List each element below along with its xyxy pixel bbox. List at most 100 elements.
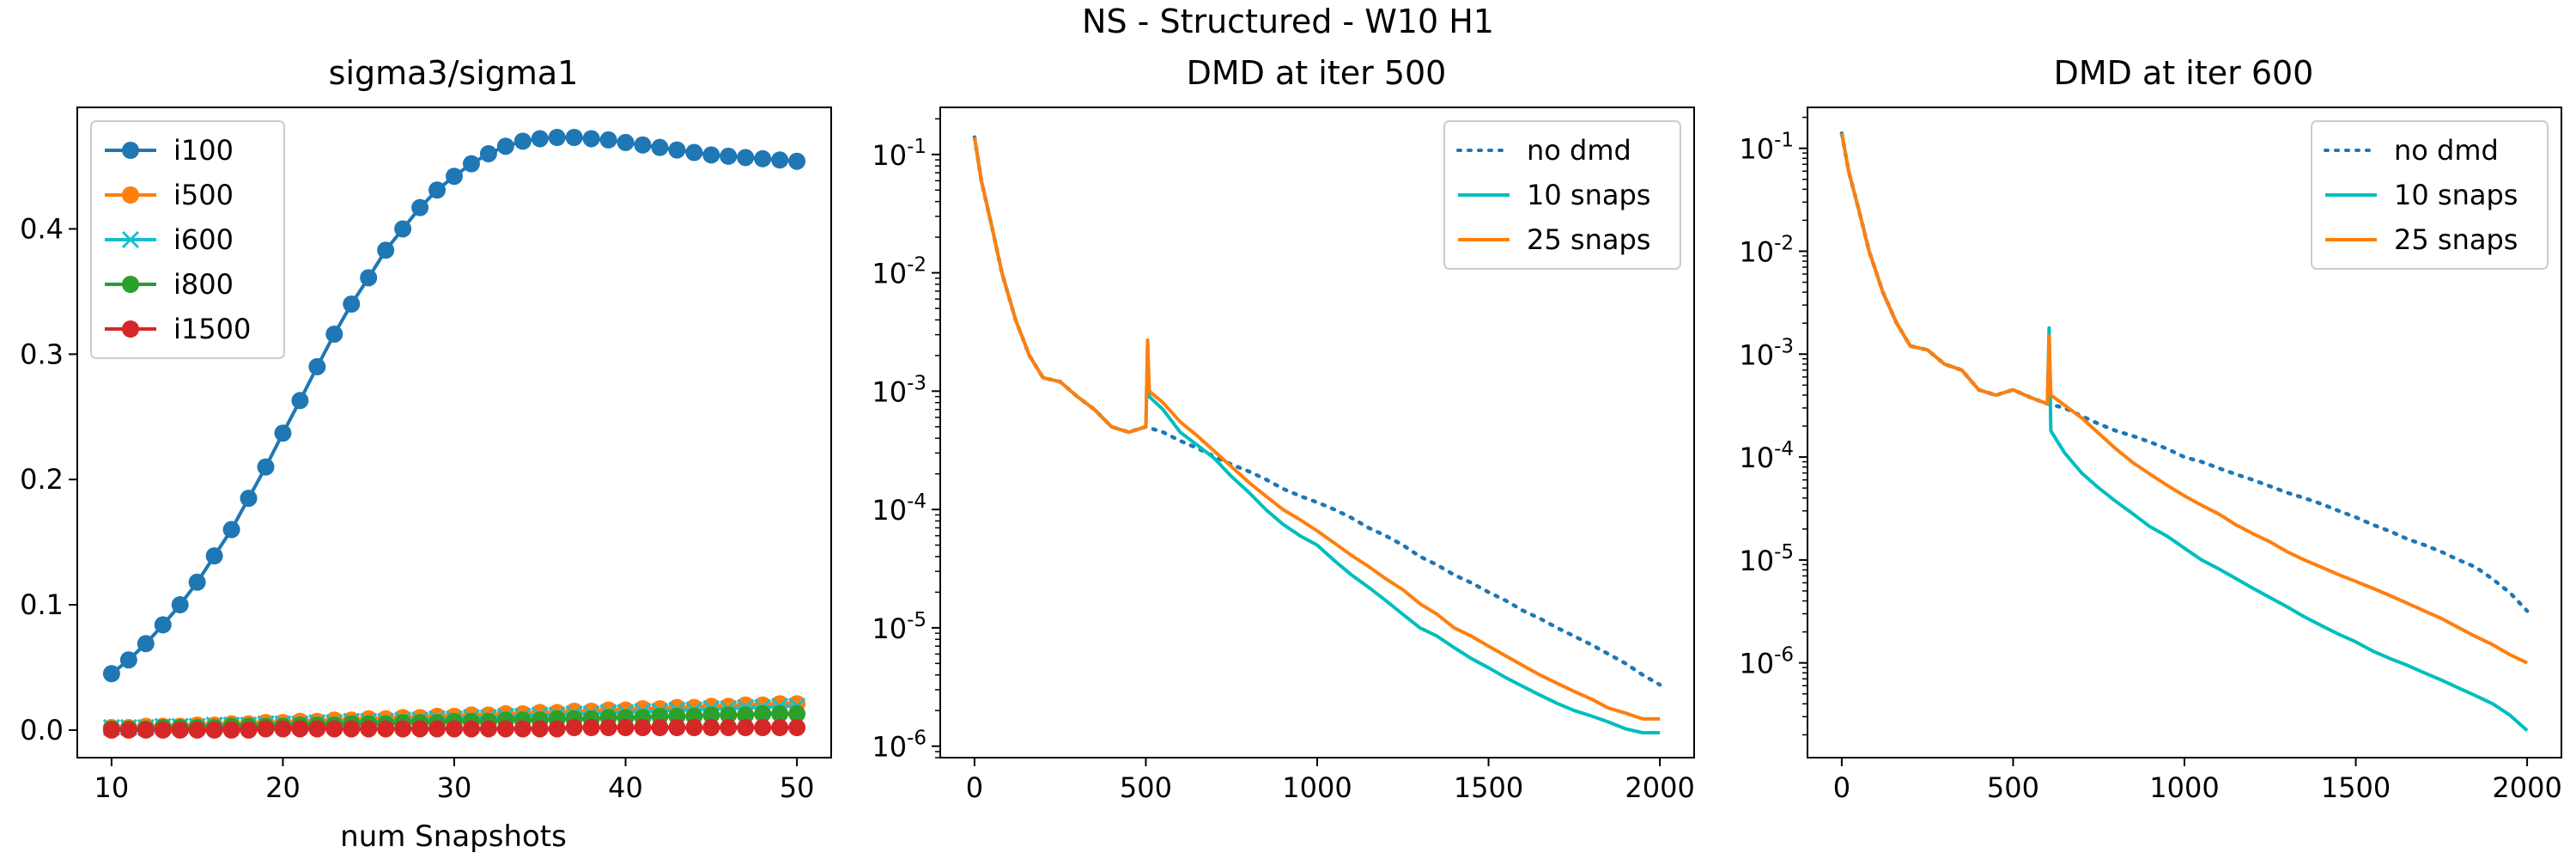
- data-point-i1500: [137, 721, 155, 739]
- data-point-i100: [582, 130, 600, 148]
- data-point-i100: [308, 357, 326, 375]
- legend-box: [90, 120, 285, 359]
- data-point-i1500: [668, 718, 686, 736]
- y-tick-label: 0.4: [20, 212, 64, 245]
- legend-label: i100: [173, 134, 234, 167]
- data-point-i1500: [394, 720, 412, 738]
- x-tick-label: 500: [1120, 771, 1172, 804]
- x-tick-label: 500: [1987, 771, 2039, 804]
- data-point-i1500: [274, 720, 292, 738]
- data-point-i800: [737, 706, 755, 724]
- data-point-i1500: [771, 718, 789, 736]
- data-point-i1500: [582, 718, 600, 736]
- legend-label: i500: [173, 179, 234, 211]
- data-point-i100: [394, 220, 412, 238]
- data-point-i1500: [428, 720, 447, 738]
- data-point-i1500: [308, 720, 326, 738]
- data-point-i1500: [754, 718, 772, 736]
- data-point-i1500: [377, 720, 395, 738]
- legend-label: i800: [173, 268, 234, 301]
- panel-title: DMD at iter 500: [1187, 54, 1447, 92]
- panel-title: sigma3/sigma1: [329, 54, 579, 92]
- y-tick-label: 10-4: [872, 490, 927, 527]
- data-point-i100: [360, 269, 378, 287]
- y-tick-label: 10-2: [1739, 232, 1794, 268]
- panel-title: DMD at iter 600: [2054, 54, 2314, 92]
- y-tick-label: 10-5: [872, 609, 927, 645]
- data-point-i1500: [479, 720, 497, 738]
- data-point-i100: [668, 141, 686, 159]
- data-point-i800: [754, 704, 772, 722]
- legend-marker: [122, 142, 139, 159]
- data-point-i1500: [188, 721, 206, 739]
- data-point-i100: [188, 573, 206, 591]
- data-point-i100: [291, 392, 309, 410]
- y-tick-label: 10-1: [872, 136, 927, 172]
- data-point-i1500: [102, 721, 120, 739]
- plot-area: 0 500 1000 1500 2000 10-1 10-2 10-3 10-4 10-5 10-6…: [872, 107, 1695, 804]
- data-point-i1500: [360, 720, 378, 738]
- data-point-i100: [702, 146, 720, 164]
- data-point-i800: [788, 704, 806, 722]
- data-point-i100: [205, 547, 223, 565]
- data-point-i100: [428, 181, 447, 199]
- data-point-i1500: [462, 720, 480, 738]
- data-point-i1500: [634, 718, 652, 736]
- panel-sigma-ratio: sigma3/sigma1 num Snapshots 10 20 30 40 50 0.…: [20, 54, 832, 854]
- data-point-i1500: [702, 718, 720, 736]
- data-point-i1500: [651, 718, 669, 736]
- legend-marker: [122, 320, 139, 338]
- data-point-i100: [737, 149, 755, 167]
- data-point-i100: [222, 521, 240, 539]
- data-point-i1500: [222, 721, 240, 739]
- x-tick-label: 1000: [2149, 771, 2219, 804]
- series-group: [1839, 131, 2530, 732]
- data-point-i100: [446, 168, 463, 186]
- legend-label: 10 snaps: [1527, 179, 1650, 211]
- data-point-i100: [154, 616, 172, 634]
- data-point-i1500: [257, 720, 275, 738]
- data-point-i100: [685, 143, 703, 161]
- panel-dmd-iter-500: DMD at iter 500 0 500 1000 1500 2000 10-1 10-2…: [872, 54, 1695, 804]
- y-tick-label: 0.1: [20, 588, 64, 621]
- legend: no dmd 10 snaps 25 snaps: [2311, 120, 2549, 270]
- figure-suptitle: NS - Structured - W10 H1: [1082, 3, 1494, 40]
- panel-dmd-iter-600: DMD at iter 600 0 500 1000 1500 2000 10-1 10-2…: [1739, 54, 2562, 804]
- data-point-i100: [325, 326, 343, 344]
- data-point-i100: [788, 152, 806, 170]
- legend-label: 25 snaps: [1527, 223, 1650, 256]
- legend-label: no dmd: [1527, 134, 1631, 167]
- legend-marker: [121, 230, 140, 249]
- x-tick-label: 2000: [1625, 771, 1694, 804]
- data-point-i1500: [240, 721, 258, 739]
- y-tick-label: 0.3: [20, 338, 64, 370]
- data-point-i100: [651, 138, 669, 156]
- legend-marker: [122, 186, 139, 204]
- x-tick-label: 1000: [1282, 771, 1352, 804]
- series-line-25-snaps: [972, 137, 1661, 721]
- data-point-i100: [496, 137, 514, 155]
- data-point-i100: [119, 651, 137, 669]
- y-tick-label: 10-2: [872, 254, 927, 290]
- x-tick-label: 40: [608, 771, 643, 804]
- data-point-i800: [720, 706, 738, 724]
- x-tick-label: 1500: [2321, 771, 2391, 804]
- data-point-i100: [102, 665, 120, 683]
- legend-label: 10 snaps: [2394, 179, 2518, 211]
- x-tick-label: 2000: [2492, 771, 2561, 804]
- data-point-i800: [702, 706, 720, 724]
- data-point-i100: [257, 458, 275, 476]
- data-point-i1500: [411, 720, 429, 738]
- data-point-i1500: [325, 720, 343, 738]
- data-point-i100: [137, 635, 155, 653]
- legend: i100 i500 i600 i800 i1500: [90, 120, 285, 359]
- y-tick-label: 10-6: [1739, 644, 1794, 680]
- y-tick-label: 10-3: [872, 372, 927, 408]
- data-point-i100: [513, 132, 532, 150]
- data-point-i100: [599, 131, 617, 149]
- data-point-i1500: [343, 720, 361, 738]
- y-tick-label: 10-1: [1739, 130, 1794, 166]
- legend-label: i600: [173, 223, 234, 256]
- x-tick-label: 10: [94, 771, 130, 804]
